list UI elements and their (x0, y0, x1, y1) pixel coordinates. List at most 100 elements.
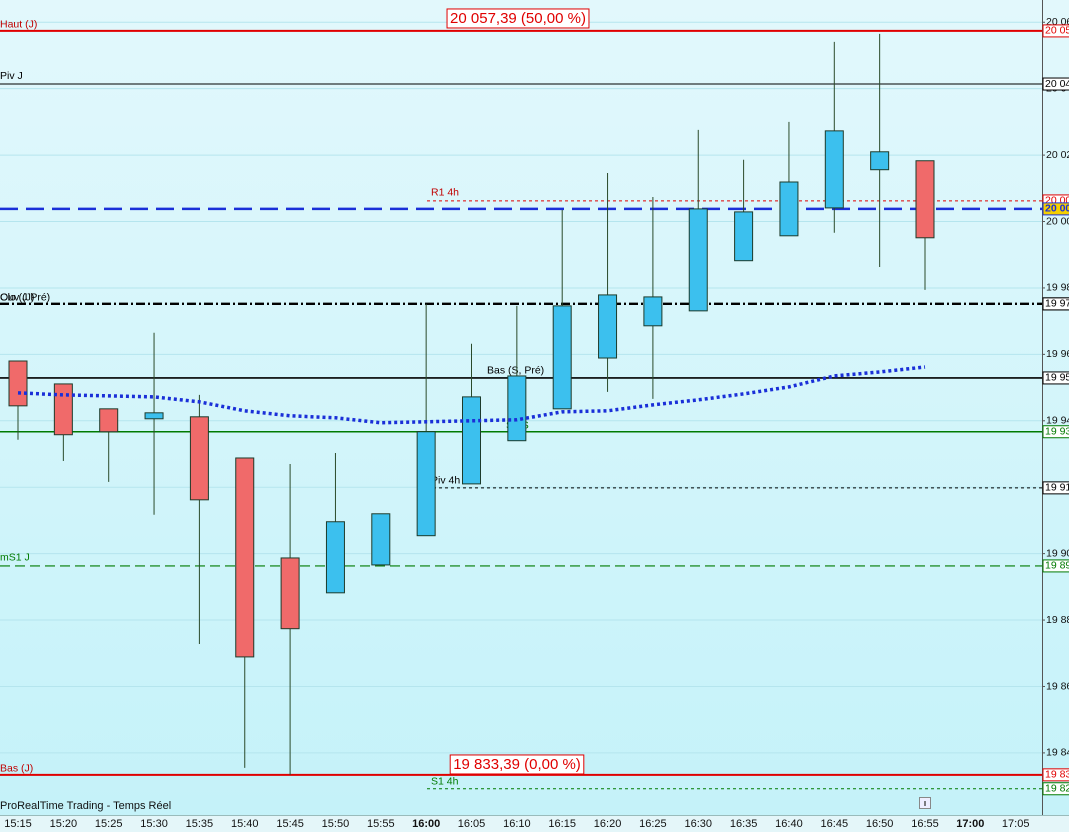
annotation-low: 19 833,39 (0,00 %) (449, 754, 585, 775)
candle-body (280, 557, 300, 630)
x-tick-label: 15:25 (95, 818, 123, 830)
x-tick-label: 16:50 (866, 818, 894, 830)
level-price-label: 19 829,2 (1045, 783, 1069, 795)
level-price-label: 19 896,3 (1045, 560, 1069, 572)
level-price-box (1042, 768, 1069, 782)
candles (8, 33, 935, 775)
level-price-labels: 20 057,3920 041,420 006,220 003,819 975,… (1042, 24, 1069, 796)
x-tick-label: 16:10 (503, 818, 531, 830)
candle-body (734, 211, 754, 262)
x-tick-label: 16:05 (458, 818, 486, 830)
x-tick-label: 16:00 (412, 818, 440, 830)
level-price-box (1042, 559, 1069, 573)
x-tick-label: 17:05 (1002, 818, 1030, 830)
y-tick-label: 19 940 (1046, 415, 1069, 427)
moving-average-line (17, 365, 926, 425)
x-tick-label: 16:40 (775, 818, 803, 830)
x-tick-label: 15:30 (140, 818, 168, 830)
candle-body (507, 375, 527, 442)
candle-body (371, 513, 391, 566)
candle-body (144, 412, 164, 420)
candle-body (643, 296, 663, 327)
level-price-label: 19 975,2 (1045, 298, 1069, 310)
candle-body (915, 160, 935, 239)
annotation-high: 20 057,39 (50,00 %) (446, 8, 590, 29)
candle-body (325, 521, 345, 594)
candle-body (235, 457, 255, 658)
level-price-box (1042, 782, 1069, 796)
candle-body (53, 383, 73, 436)
level-price-box (1042, 371, 1069, 385)
level-label: Bas (J) (0, 763, 33, 775)
level-price-box (1042, 24, 1069, 38)
level-price-label: 19 936,7 (1045, 426, 1069, 438)
candle-body (824, 130, 844, 209)
x-tick-label: 15:35 (186, 818, 214, 830)
info-icon[interactable] (919, 797, 931, 809)
level-price-box (1042, 481, 1069, 495)
level-label: mS1 J (0, 552, 30, 564)
x-tick-label: 16:55 (911, 818, 939, 830)
annotation: 19 833,39 (0,00 %) (453, 756, 581, 773)
footer: ProRealTime Trading - Temps Réel (0, 800, 171, 812)
y-tick-label: 20 000 (1046, 215, 1069, 227)
x-tick-label: 16:15 (548, 818, 576, 830)
level-price-label: 19 952,9 (1045, 372, 1069, 384)
x-tick-label: 15:40 (231, 818, 259, 830)
level-label: Clo (J Pré) (0, 292, 50, 304)
x-tick-label: 15:45 (276, 818, 304, 830)
moving-average (17, 365, 926, 425)
y-tick-label: 20 020 (1046, 149, 1069, 161)
level-price-box (1042, 77, 1069, 91)
candle-body (688, 208, 708, 312)
level-label: Piv J (0, 70, 23, 82)
x-tick-label: 16:20 (594, 818, 622, 830)
x-tick-label: 17:00 (956, 818, 984, 830)
grid (0, 21, 1042, 754)
level-price-label: 19 919,8 (1045, 482, 1069, 494)
candle-body (189, 416, 209, 501)
x-axis-band (0, 815, 1069, 832)
x-tick-label: 15:55 (367, 818, 395, 830)
candle-body (779, 181, 799, 237)
candle-body (870, 151, 890, 171)
level-label: R1 4h (431, 187, 459, 199)
candle-body (552, 305, 572, 410)
level-price-label: 20 041,4 (1045, 78, 1069, 90)
candle-body (462, 396, 481, 485)
y-tick-label: 19 980 (1046, 282, 1069, 294)
y-tick-label: 19 880 (1046, 614, 1069, 626)
levels: Haut (J) Piv J R1 4h Ouv (J)Clo (J Pré) Bas … (0, 19, 1042, 790)
level-price-label: 19 833,39 (1045, 769, 1069, 781)
x-tick-label: 15:20 (50, 818, 78, 830)
y-tick-label: 19 860 (1046, 680, 1069, 692)
x-tick-label: 16:30 (684, 818, 712, 830)
level-price-label: 20 057,39 (1045, 25, 1069, 37)
level-label: Bas (S, Pré) (487, 365, 544, 377)
candle-body (598, 294, 618, 359)
annotation-box (449, 754, 585, 775)
candle-body (416, 431, 436, 537)
x-tick-label: 16:45 (821, 818, 849, 830)
level-price-label: 20 003,8 (1045, 203, 1069, 215)
level-price-box (1042, 425, 1069, 439)
level-label: S1 4h (431, 776, 459, 788)
level-price-box (1042, 297, 1069, 311)
time-axis: 15:15 15:20 15:25 15:30 15:35 15:40 15:45 15:50… (4, 818, 1029, 830)
y-tick-label: 19 840 (1046, 747, 1069, 759)
level-price-box (1042, 202, 1069, 216)
x-tick-label: 15:15 (4, 818, 32, 830)
level-label: Ouv (J) (0, 292, 34, 304)
candle-body (8, 360, 28, 407)
x-tick-label: 16:25 (639, 818, 667, 830)
y-tick-label: 19 900 (1046, 547, 1069, 559)
candle-body (99, 408, 119, 433)
y-tick-label: 19 960 (1046, 348, 1069, 360)
annotation: 20 057,39 (50,00 %) (450, 10, 586, 27)
annotation-box (446, 8, 590, 29)
x-tick-label: 15:50 (322, 818, 350, 830)
level-label: Piv 4h (431, 475, 460, 487)
